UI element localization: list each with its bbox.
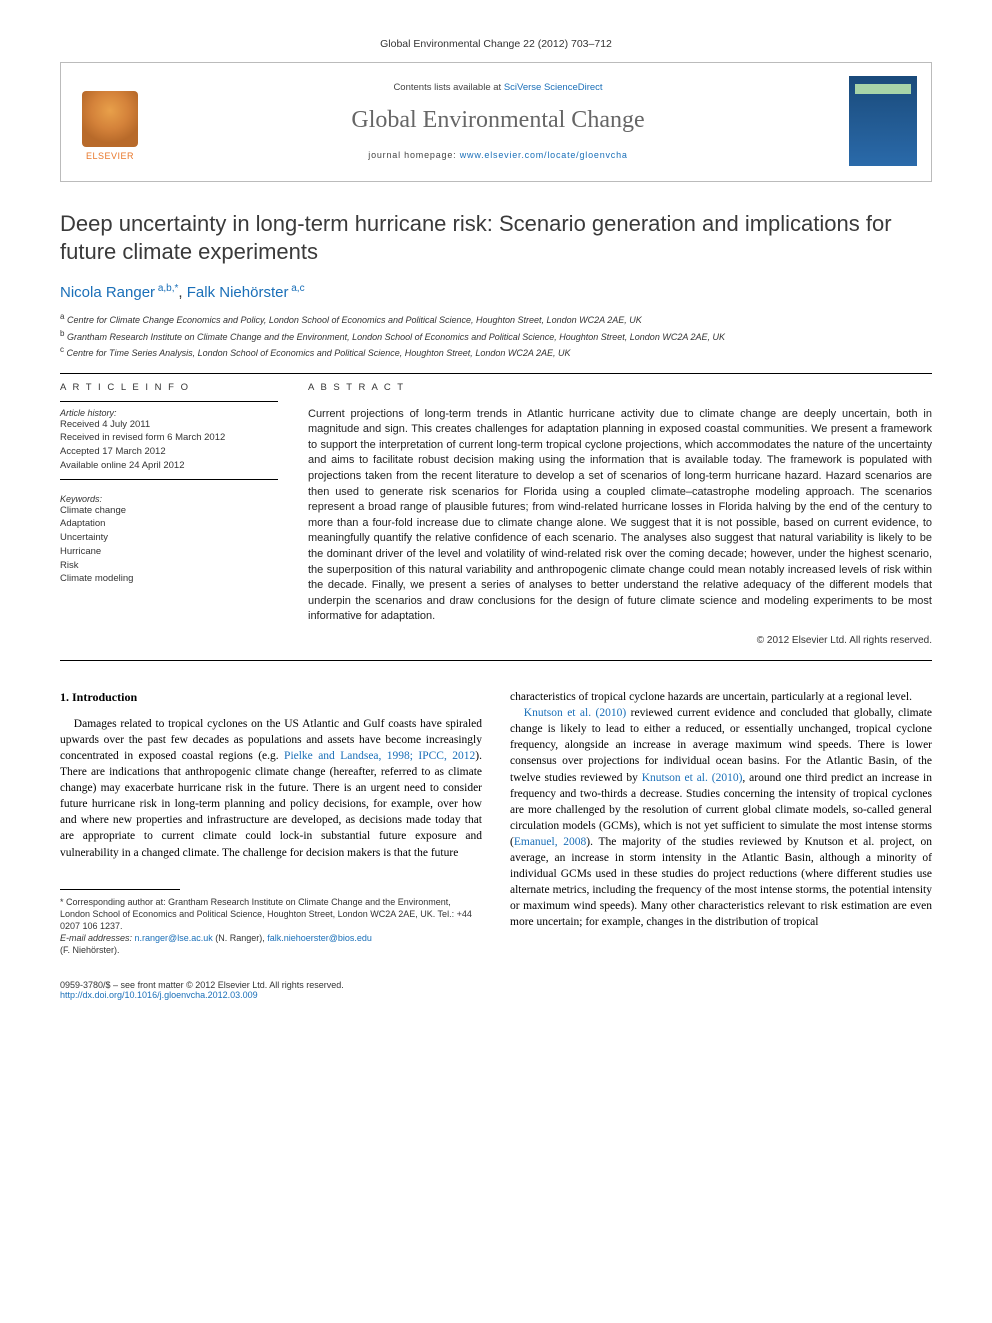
footer-copyright: 0959-3780/$ – see front matter © 2012 El…	[60, 980, 932, 990]
footnote-rule	[60, 889, 180, 890]
author-link[interactable]: Falk Niehörster	[187, 284, 289, 301]
email-label: E-mail addresses:	[60, 933, 135, 943]
body-columns: 1. Introduction Damages related to tropi…	[60, 689, 932, 956]
history-label: Article history:	[60, 408, 278, 418]
author-marks: a,c	[288, 283, 304, 294]
article-info-row: A R T I C L E I N F O Article history: R…	[60, 382, 932, 647]
header-center: Contents lists available at SciVerse Sci…	[161, 82, 835, 160]
body-text: characteristics of tropical cyclone haza…	[510, 691, 912, 703]
affiliations: a Centre for Climate Change Economics an…	[60, 311, 932, 361]
author-link[interactable]: Nicola Ranger	[60, 284, 155, 301]
author-marks: a,b,*	[155, 283, 178, 294]
keyword: Hurricane	[60, 545, 278, 559]
history-item: Available online 24 April 2012	[60, 459, 278, 473]
running-head: Global Environmental Change 22 (2012) 70…	[60, 38, 932, 50]
keywords-label: Keywords:	[60, 494, 278, 504]
journal-header-box: ELSEVIER Contents lists available at Sci…	[60, 62, 932, 182]
homepage-link[interactable]: www.elsevier.com/locate/gloenvcha	[460, 150, 628, 160]
keyword: Climate modeling	[60, 572, 278, 586]
abstract-text: Current projections of long-term trends …	[308, 407, 932, 626]
journal-title: Global Environmental Change	[161, 107, 835, 134]
author-list: Nicola Ranger a,b,*, Falk Niehörster a,c	[60, 283, 932, 301]
email-who: (N. Ranger),	[213, 933, 268, 943]
email-link[interactable]: n.ranger@lse.ac.uk	[135, 933, 213, 943]
keywords-block: Keywords: Climate change Adaptation Unce…	[60, 494, 278, 587]
contents-prefix: Contents lists available at	[393, 82, 503, 93]
journal-cover-thumbnail	[849, 76, 917, 166]
keyword: Adaptation	[60, 517, 278, 531]
section-heading: 1. Introduction	[60, 689, 482, 706]
corresponding-author-footnote: * Corresponding author at: Grantham Rese…	[60, 896, 482, 957]
keyword: Risk	[60, 559, 278, 573]
citation-link[interactable]: Pielke and Landsea, 1998; IPCC, 2012	[284, 750, 475, 762]
body-paragraph: Damages related to tropical cyclones on …	[60, 716, 482, 861]
elsevier-logo: ELSEVIER	[75, 81, 145, 161]
email-link[interactable]: falk.niehoerster@bios.edu	[267, 933, 372, 943]
article-info-sidebar: A R T I C L E I N F O Article history: R…	[60, 382, 278, 647]
affiliation: c Centre for Time Series Analysis, Londo…	[60, 344, 932, 361]
homepage-line: journal homepage: www.elsevier.com/locat…	[161, 150, 835, 160]
elsevier-tree-icon	[82, 91, 138, 147]
body-text: ). The majority of the studies reviewed …	[510, 836, 932, 928]
history-item: Accepted 17 March 2012	[60, 445, 278, 459]
article-title: Deep uncertainty in long-term hurricane …	[60, 210, 932, 265]
history-item: Received 4 July 2011	[60, 418, 278, 432]
divider	[60, 401, 278, 402]
body-paragraph: Knutson et al. (2010) reviewed current e…	[510, 705, 932, 930]
history-item: Received in revised form 6 March 2012	[60, 431, 278, 445]
article-info-heading: A R T I C L E I N F O	[60, 382, 278, 393]
abstract-copyright: © 2012 Elsevier Ltd. All rights reserved…	[308, 635, 932, 646]
divider	[60, 373, 932, 374]
citation-link[interactable]: Knutson et al. (2010)	[642, 772, 743, 784]
contents-available-line: Contents lists available at SciVerse Sci…	[161, 82, 835, 93]
abstract-heading: A B S T R A C T	[308, 382, 932, 393]
abstract-column: A B S T R A C T Current projections of l…	[308, 382, 932, 647]
keyword: Uncertainty	[60, 531, 278, 545]
affiliation: a Centre for Climate Change Economics an…	[60, 311, 932, 328]
footnote-emails: E-mail addresses: n.ranger@lse.ac.uk (N.…	[60, 932, 482, 956]
citation-link[interactable]: Emanuel, 2008	[514, 836, 586, 848]
body-text: ). There are indications that anthropoge…	[60, 750, 482, 859]
affiliation: b Grantham Research Institute on Climate…	[60, 328, 932, 345]
homepage-label: journal homepage:	[368, 150, 459, 160]
divider	[60, 660, 932, 661]
body-paragraph: characteristics of tropical cyclone haza…	[510, 689, 932, 705]
footer: 0959-3780/$ – see front matter © 2012 El…	[60, 980, 932, 1000]
citation-link[interactable]: Knutson et al. (2010)	[524, 707, 626, 719]
footnote-text: * Corresponding author at: Grantham Rese…	[60, 896, 482, 932]
publisher-name: ELSEVIER	[86, 151, 134, 161]
doi-link[interactable]: http://dx.doi.org/10.1016/j.gloenvcha.20…	[60, 990, 258, 1000]
keyword: Climate change	[60, 504, 278, 518]
email-who: (F. Niehörster).	[60, 945, 120, 955]
divider	[60, 479, 278, 480]
sciencedirect-link[interactable]: SciVerse ScienceDirect	[504, 82, 603, 93]
